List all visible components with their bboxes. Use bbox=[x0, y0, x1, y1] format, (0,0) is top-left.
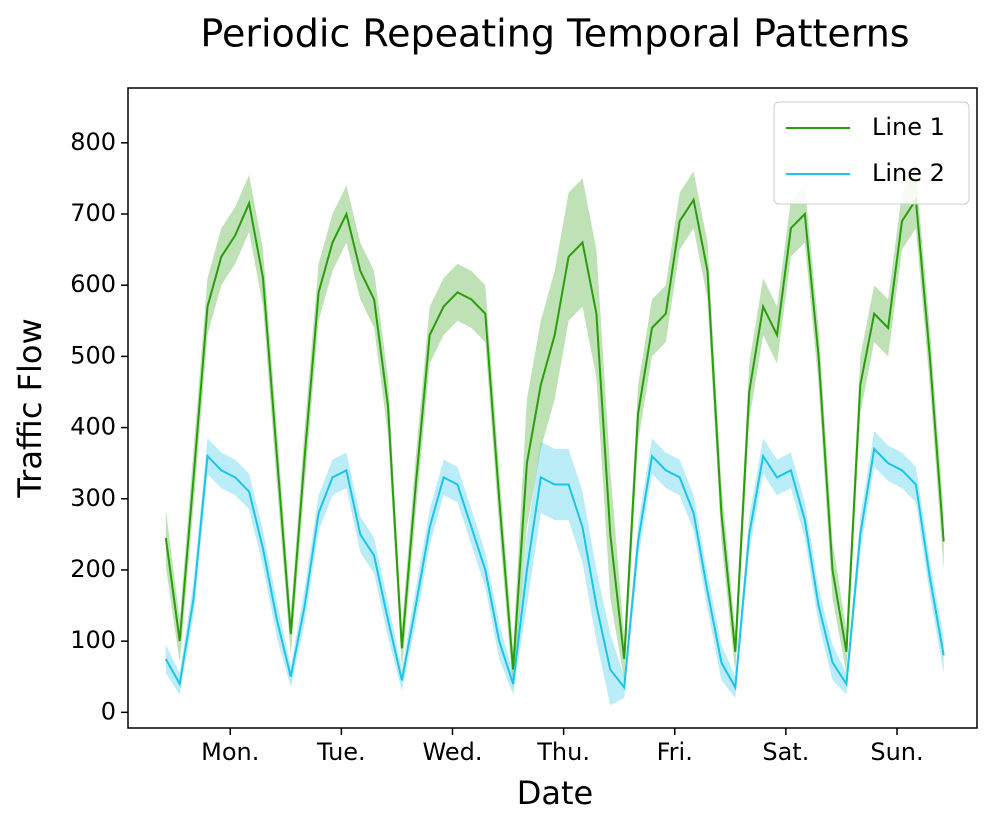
y-tick-label: 200 bbox=[70, 555, 116, 583]
legend-label: Line 2 bbox=[872, 159, 945, 187]
x-tick-label: Thu. bbox=[536, 738, 590, 766]
line bbox=[164, 446, 945, 691]
y-tick-label: 800 bbox=[70, 128, 116, 156]
legend-label: Line 1 bbox=[872, 113, 945, 141]
line bbox=[164, 196, 945, 670]
y-tick-label: 600 bbox=[70, 270, 116, 298]
y-tick-label: 400 bbox=[70, 413, 116, 441]
y-tick-label: 500 bbox=[70, 341, 116, 369]
x-tick-label: Fri. bbox=[657, 738, 693, 766]
y-tick-label: 100 bbox=[70, 626, 116, 654]
x-tick-label: Mon. bbox=[201, 738, 259, 766]
y-tick-label: 300 bbox=[70, 484, 116, 512]
x-axis-label: Date bbox=[517, 774, 593, 812]
chart-title: Periodic Repeating Temporal Patterns bbox=[200, 12, 909, 56]
plot-frame bbox=[127, 87, 978, 729]
confidence-band bbox=[165, 171, 944, 692]
x-tick-label: Sat. bbox=[762, 738, 809, 766]
y-tick-label: 700 bbox=[70, 199, 116, 227]
y-tick-label: 0 bbox=[101, 697, 116, 725]
x-tick-label: Wed. bbox=[423, 738, 483, 766]
confidence-band bbox=[165, 431, 944, 706]
y-axis-label: Traffic Flow bbox=[11, 318, 49, 498]
x-tick-label: Tue. bbox=[316, 738, 366, 766]
x-tick-label: Sun. bbox=[870, 738, 923, 766]
